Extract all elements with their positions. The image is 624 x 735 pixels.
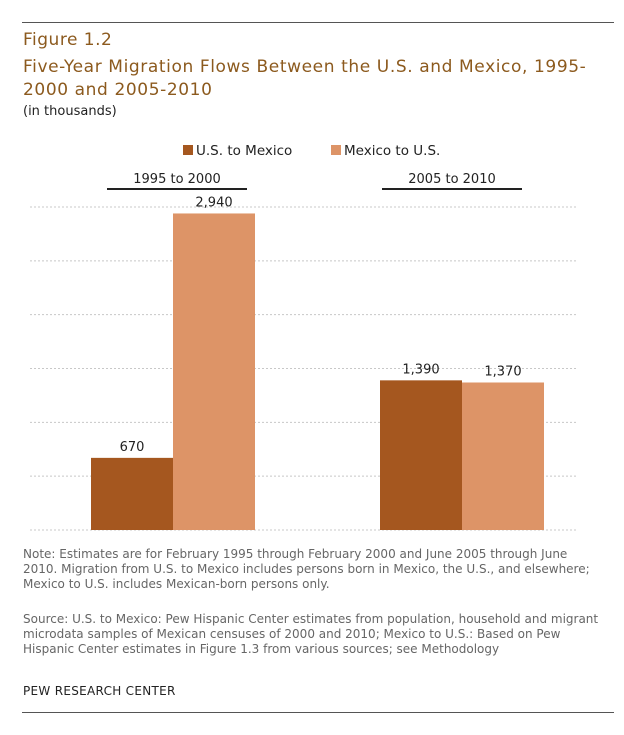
data-label-us-to-mexico-1: 1,390 [402, 362, 439, 377]
group-label-1995-2000: 1995 to 2000 [107, 172, 247, 190]
legend-item-us-to-mexico: U.S. to Mexico [183, 143, 292, 159]
bar-us-to-mexico-1 [380, 380, 462, 530]
bar-mexico-to-us-1 [462, 382, 544, 530]
legend-label-mexico-to-us: Mexico to U.S. [344, 143, 441, 159]
legend-item-mexico-to-us: Mexico to U.S. [331, 143, 440, 159]
chart-subtitle: (in thousands) [23, 104, 117, 119]
chart-note: Note: Estimates are for February 1995 th… [23, 547, 590, 591]
bar-chart: 670 1,390 2,940 1,370 [30, 195, 578, 531]
chart-source: Source: U.S. to Mexico: Pew Hispanic Cen… [23, 612, 599, 656]
bottom-rule [22, 712, 614, 713]
chart-title: Five-Year Migration Flows Between the U.… [23, 57, 587, 100]
data-label-us-to-mexico-0: 670 [120, 440, 145, 455]
bar-us-to-mexico-0 [91, 457, 173, 530]
legend-swatch-us-to-mexico [183, 145, 193, 155]
data-label-mexico-to-us-1: 1,370 [484, 364, 521, 379]
figure-label: Figure 1.2 [23, 30, 113, 50]
data-label-mexico-to-us-0: 2,940 [195, 195, 232, 210]
group-label-2005-2010: 2005 to 2010 [382, 172, 522, 190]
legend-swatch-mexico-to-us [331, 145, 341, 155]
top-rule [22, 22, 614, 23]
bar-mexico-to-us-0 [173, 213, 255, 530]
legend-label-us-to-mexico: U.S. to Mexico [196, 143, 293, 159]
legend: U.S. to Mexico Mexico to U.S. [0, 143, 624, 161]
credit-line: PEW RESEARCH CENTER [23, 684, 176, 698]
